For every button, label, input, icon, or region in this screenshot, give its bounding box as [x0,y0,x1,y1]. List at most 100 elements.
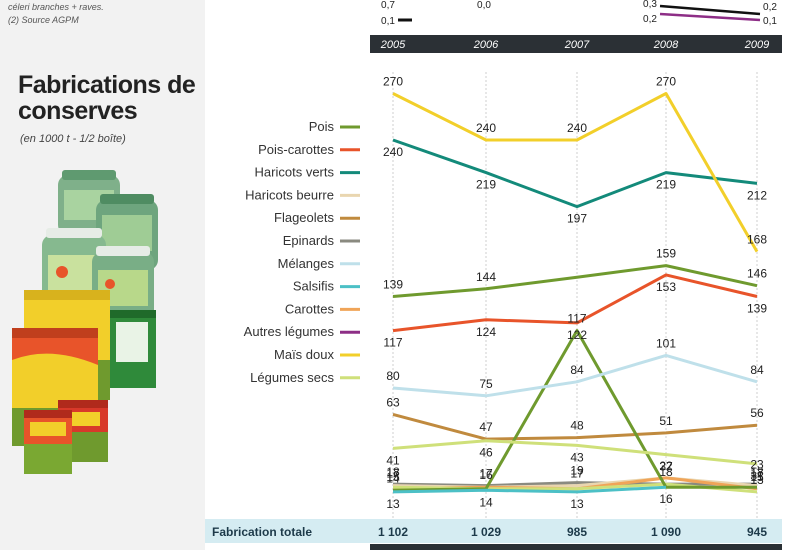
series-line [392,439,758,466]
chart-title: Fabrications de conserves [18,71,196,125]
data-label: 13 [570,497,584,511]
legend-label: Mélanges [278,256,335,271]
year-axis-top: 2005 2006 2007 2008 2009 [380,39,769,51]
data-label: 139 [383,278,403,292]
data-label: 63 [386,395,400,409]
data-label: 18 [659,465,673,479]
data-label: 19 [570,464,584,478]
data-label: 46 [479,446,493,460]
year-label: 2007 [564,39,590,51]
total-value: 1 102 [378,525,408,539]
year-band-top [370,35,782,53]
year-label: 2009 [744,39,769,51]
legend-label: Légumes secs [250,370,334,385]
data-label: 144 [476,270,496,284]
data-label: 48 [570,419,584,433]
data-label: 51 [659,414,673,428]
data-label: 197 [567,212,587,226]
data-label: 22 [659,459,673,473]
data-label: 15 [750,470,764,484]
series-line [392,264,758,298]
data-label: 219 [656,178,676,192]
data-label: 240 [476,121,496,135]
data-label: 240 [383,145,403,159]
total-value: 985 [567,525,587,539]
data-label: 270 [656,75,676,89]
data-label: 47 [479,420,493,434]
header-mini-chart: 0,7 0,1 0,0 0,3 0,2 0,2 0,1 [381,0,777,27]
legend-label: Autres légumes [244,324,335,339]
footnote-line-1: céleri branches + raves. [8,2,104,12]
data-label: 240 [567,121,587,135]
data-label: 16 [659,492,673,506]
data-label: 212 [747,188,767,202]
totals-label: Fabrication totale [212,525,312,539]
series-line [392,273,758,333]
header-value-label: 0,1 [381,16,395,27]
data-label: 75 [479,377,493,391]
legend-label: Haricots verts [255,165,335,180]
data-label: 17 [570,467,584,481]
legend-label: Pois [309,119,335,134]
data-label: 84 [570,363,584,377]
header-series-line [659,4,761,16]
series-line [392,138,758,209]
chart-subtitle: (en 1000 t - 1/2 boîte) [20,133,126,145]
data-label: 13 [750,473,764,487]
data-label: 14 [479,495,493,509]
data-label: 17 [750,467,764,481]
year-band-bottom [370,544,782,550]
data-label: 84 [750,363,764,377]
header-value-label: 0,3 [643,0,657,10]
data-label: 146 [747,267,767,281]
series-line [392,353,758,398]
data-label: 117 [567,312,586,326]
data-label: 139 [747,302,767,316]
legend-label: Haricots beurre [245,187,334,202]
totals-values: 1 102 1 029 985 1 090 945 [378,525,767,539]
data-label: 80 [386,369,400,383]
total-value: 1 090 [651,525,681,539]
data-label: 17 [386,467,400,481]
data-label: 159 [656,247,676,261]
total-value: 945 [747,525,767,539]
data-label: 56 [750,406,764,420]
data-label: 23 [750,457,764,471]
year-label: 2008 [653,39,679,51]
data-label: 15 [386,470,400,484]
data-label: 31 [750,469,764,483]
data-label: 270 [383,75,403,89]
series-line [392,481,757,488]
year-label: 2006 [473,39,499,51]
legend: Pois Pois-carottes Haricots verts Haricots … [244,119,360,385]
data-label: 168 [747,233,767,247]
data-label: 13 [386,497,400,511]
data-label: 219 [476,178,496,192]
header-value-label: 0,2 [763,2,777,13]
legend-label: Epinards [283,233,335,248]
totals-band [205,519,782,543]
series-line [392,412,758,441]
data-label: 18 [386,465,400,479]
total-value: 1 029 [471,525,501,539]
series-line [392,92,759,253]
header-value-label: 0,7 [381,0,395,11]
series-lines [392,92,759,494]
data-label: 41 [386,453,400,467]
data-label: 16 [479,468,493,482]
series-line [392,329,757,492]
footnote-source: (2) Source AGPM [8,15,79,25]
data-label: 124 [476,325,496,339]
data-label: 43 [570,450,584,464]
header-value-label: 0,2 [643,14,657,25]
data-label: 117 [383,336,402,350]
data-label: 17 [479,467,493,481]
data-labels: 139 144 159 146 117 124 122 153 139 240 219 197 219 2… [383,75,767,511]
left-panel: céleri branches + raves. (2) Source AGPM… [0,0,205,550]
legend-label: Pois-carottes [258,142,334,157]
header-series-line [659,12,761,22]
data-label: 14 [386,471,400,485]
canned-goods-illustration [12,170,158,474]
legend-label: Salsifis [293,279,335,294]
